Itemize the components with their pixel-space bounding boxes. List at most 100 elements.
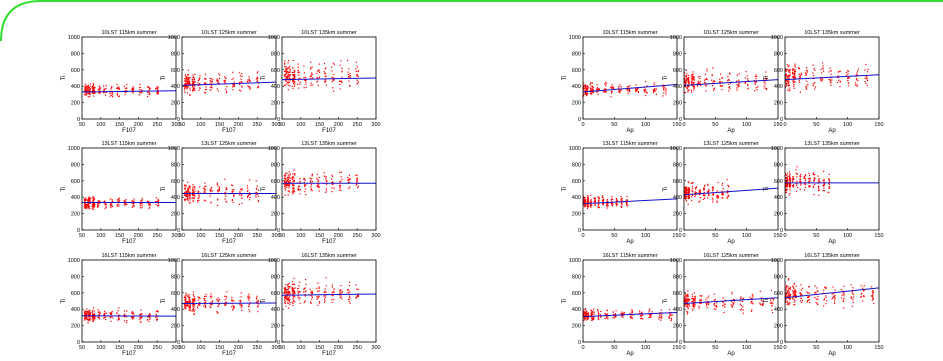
data-point [589, 205, 591, 207]
data-point [586, 310, 588, 312]
data-point [109, 313, 112, 315]
y-tick-label: 1000 [569, 35, 581, 41]
data-point [733, 299, 736, 301]
data-point [289, 68, 291, 70]
y-tick-label: 800 [271, 51, 280, 57]
data-point [256, 301, 258, 304]
data-point [699, 300, 701, 302]
data-point [331, 301, 333, 304]
data-point [283, 75, 286, 77]
data-point [788, 194, 790, 196]
data-point [199, 87, 201, 89]
data-point [92, 90, 94, 92]
data-point [692, 71, 694, 73]
data-point [287, 295, 289, 297]
data-point [203, 299, 206, 301]
y-tick-label: 600 [572, 179, 581, 185]
data-point [148, 87, 150, 89]
data-point [293, 184, 295, 186]
data-point [185, 304, 188, 307]
data-point [187, 80, 189, 82]
data-point [310, 67, 312, 69]
y-tick-label: 800 [271, 162, 280, 168]
data-point [185, 195, 187, 197]
data-point [216, 78, 218, 80]
y-tick-label: 800 [71, 162, 80, 168]
data-point [88, 196, 90, 198]
data-point [149, 204, 151, 206]
y-tick-label: 0 [578, 340, 581, 346]
data-point [287, 76, 290, 78]
data-point [690, 196, 693, 198]
data-point [818, 180, 820, 182]
data-point [292, 59, 294, 62]
data-point [147, 86, 149, 88]
data-point [340, 189, 342, 192]
y-tick-label: 1000 [68, 146, 80, 152]
data-point [312, 84, 314, 86]
data-point [789, 69, 791, 71]
x-tick-label: 0 [682, 345, 685, 351]
data-point [804, 186, 806, 188]
data-point [103, 314, 105, 316]
data-point [292, 187, 294, 190]
data-point [587, 194, 589, 197]
data-point [744, 82, 746, 84]
data-point [665, 91, 667, 93]
data-point [604, 91, 606, 93]
data-point [736, 89, 738, 91]
data-point [294, 172, 296, 175]
data-point [697, 80, 699, 82]
data-point [194, 85, 196, 87]
data-point [188, 82, 190, 85]
data-point [692, 300, 694, 302]
data-point [139, 319, 141, 321]
data-point [192, 80, 194, 82]
data-point [140, 317, 142, 319]
data-point [808, 296, 810, 298]
data-point [785, 174, 787, 176]
data-point [857, 70, 859, 72]
data-point [349, 72, 351, 75]
data-point [813, 68, 815, 70]
data-point [132, 87, 135, 89]
data-point [256, 76, 258, 78]
data-point [126, 319, 128, 322]
data-point [210, 190, 212, 192]
data-point [729, 88, 731, 90]
data-point [118, 198, 121, 200]
data-point [284, 289, 286, 291]
data-point [789, 178, 792, 180]
data-point [204, 189, 206, 191]
data-point [787, 291, 789, 293]
data-point [722, 197, 724, 199]
data-point [84, 202, 86, 204]
y-tick-label: 0 [77, 117, 80, 123]
data-point [692, 309, 694, 311]
data-point [157, 201, 160, 203]
data-point [616, 205, 618, 207]
data-point [822, 180, 824, 182]
data-point [799, 179, 801, 181]
data-point [792, 298, 794, 300]
data-point [287, 75, 289, 77]
data-point [769, 302, 772, 304]
data-point [197, 299, 200, 301]
data-point [791, 185, 794, 187]
y-tick-label: 200 [673, 324, 682, 330]
data-point [685, 190, 687, 193]
data-point [798, 80, 800, 82]
data-point [186, 87, 188, 89]
data-point [828, 178, 830, 180]
data-point [291, 85, 293, 87]
data-point [792, 75, 794, 78]
data-point [132, 316, 134, 318]
data-point [140, 92, 142, 94]
data-point [807, 181, 810, 183]
data-point [231, 191, 233, 193]
data-point [684, 84, 686, 86]
data-point [305, 193, 307, 196]
data-point [287, 81, 289, 83]
data-point [704, 73, 707, 75]
data-point [240, 78, 242, 81]
